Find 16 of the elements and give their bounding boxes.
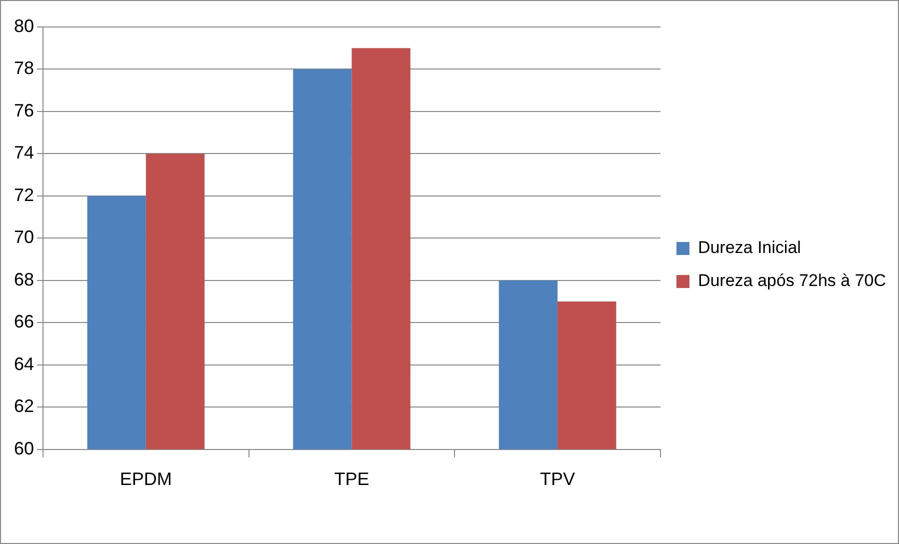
y-tick-label: 76 (14, 100, 34, 120)
y-tick-label: 70 (14, 227, 34, 248)
x-tick-label: EPDM (120, 469, 172, 490)
y-tick-label: 78 (14, 58, 34, 78)
y-tick-label: 68 (14, 269, 34, 290)
legend-label: Dureza após 72hs à 70C (698, 271, 886, 290)
y-tick-label: 72 (14, 184, 34, 205)
y-tick-label: 74 (14, 142, 34, 163)
y-tick-label: 64 (14, 354, 34, 374)
legend-label: Dureza Inicial (698, 238, 801, 258)
x-tick-label: TPE (334, 469, 370, 490)
x-tick-label: TPV (540, 469, 576, 490)
y-tick-label: 66 (14, 312, 34, 332)
y-tick-label: 60 (14, 438, 34, 458)
y-tick-label: 80 (14, 16, 34, 36)
y-tick-label: 62 (14, 396, 34, 416)
